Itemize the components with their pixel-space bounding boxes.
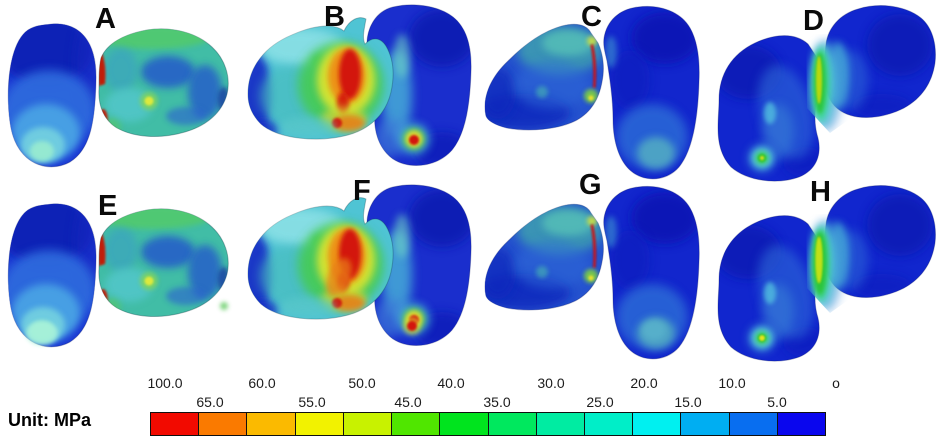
panel-label-c: C: [581, 1, 602, 33]
unit-label: Unit: MPa: [8, 410, 91, 430]
colorbar-tick: 60.0: [248, 375, 276, 391]
colorbar-tick: 100.0: [147, 375, 183, 391]
colorbar-segment: [151, 413, 200, 435]
colorbar-tick: 35.0: [483, 394, 511, 410]
colorbar-segment: [681, 413, 730, 435]
colorbar: [150, 412, 826, 436]
colorbar-segment: [199, 413, 248, 435]
panel-h: [710, 180, 938, 365]
colorbar-segment: [536, 413, 585, 435]
panel-d: [710, 0, 938, 185]
colorbar-tick: 20.0: [630, 375, 658, 391]
colorbar-tick: 65.0: [196, 394, 224, 410]
colorbar-tick: 10.0: [718, 375, 746, 391]
colorbar-tick: 50.0: [348, 375, 376, 391]
panel-label-h: H: [810, 176, 831, 208]
colorbar-tick: 30.0: [537, 375, 565, 391]
colorbar-tick: 25.0: [586, 394, 614, 410]
colorbar-segment: [729, 413, 778, 435]
panel-g: [480, 180, 710, 365]
colorbar-segment: [488, 413, 537, 435]
colorbar-segment: [440, 413, 489, 435]
panel-f: [240, 180, 480, 365]
panel-label-b: B: [324, 1, 345, 33]
colorbar-segment: [584, 413, 634, 435]
colorbar-tick: 55.0: [298, 394, 326, 410]
colorbar-segment: [633, 413, 682, 435]
panel-e: [0, 180, 240, 365]
colorbar-segment: [247, 413, 296, 435]
colorbar-tick: 15.0: [674, 394, 702, 410]
panel-label-d: D: [803, 5, 824, 37]
panel-label-a: A: [95, 3, 116, 35]
colorbar-tick: 5.0: [767, 394, 787, 410]
colorbar-tick: 45.0: [394, 394, 422, 410]
colorbar-segment: [777, 413, 826, 435]
colorbar-tick: o: [832, 375, 840, 391]
panel-label-g: G: [579, 169, 602, 201]
colorbar-segment: [343, 413, 393, 435]
panel-a: [0, 0, 240, 185]
panel-label-f: F: [353, 175, 371, 207]
colorbar-segment: [392, 413, 441, 435]
panel-label-e: E: [98, 190, 118, 222]
panel-b: [240, 0, 480, 185]
colorbar-tick: 40.0: [437, 375, 465, 391]
colorbar-segment: [295, 413, 344, 435]
